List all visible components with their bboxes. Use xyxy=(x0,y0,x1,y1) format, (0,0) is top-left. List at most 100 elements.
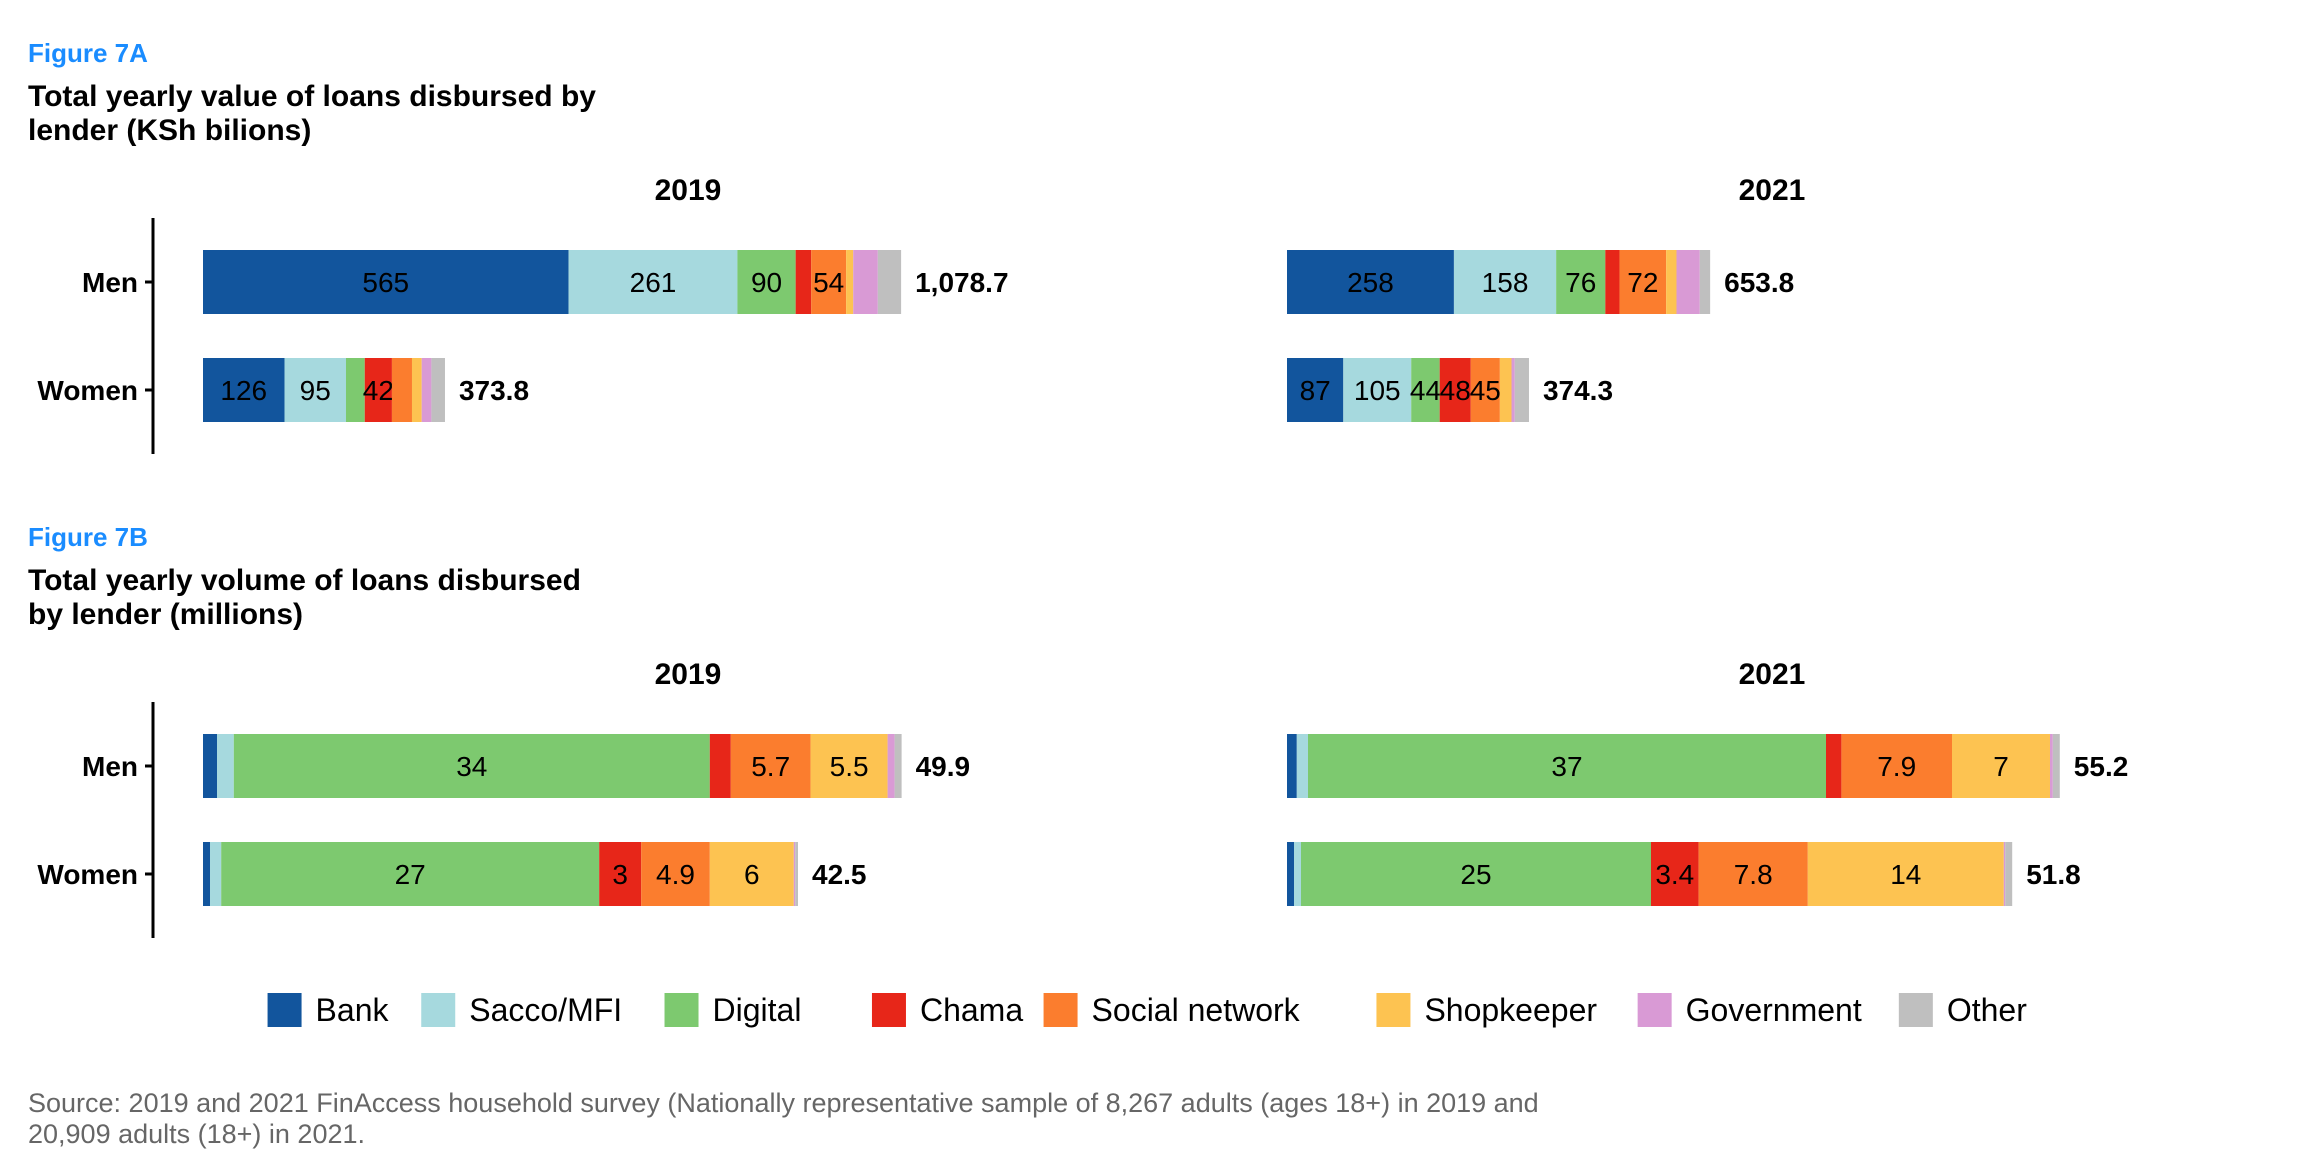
category-label-women: Women xyxy=(37,859,138,890)
legend-label: Digital xyxy=(713,992,802,1028)
panel-figure-7a: Figure 7A Total yearly value of loans dis… xyxy=(28,38,1805,454)
total-label: 653.8 xyxy=(1724,267,1794,298)
bar-men: 258 158 76 72 653.8 xyxy=(1287,250,1794,314)
bar-segment-government xyxy=(887,734,895,798)
data-label: 76 xyxy=(1565,267,1596,298)
chart-title-line-2: lender (KSh bilions) xyxy=(28,114,311,147)
data-label: 5.5 xyxy=(830,751,869,782)
source-line-1: Source: 2019 and 2021 FinAccess househol… xyxy=(28,1088,1539,1118)
total-label: 374.3 xyxy=(1543,375,1613,406)
bar-segment-bank xyxy=(203,250,569,314)
total-label: 51.8 xyxy=(2026,859,2081,890)
bar-women: 27 3 4.9 6 42.5 xyxy=(203,842,867,906)
legend-item-government: Government xyxy=(1637,992,1862,1028)
legend-swatch xyxy=(1043,993,1078,1027)
legend-swatch xyxy=(267,993,302,1027)
total-label: 1,078.7 xyxy=(915,267,1008,298)
chart-title-line-2: by lender (millions) xyxy=(28,598,303,631)
data-label: 158 xyxy=(1482,267,1529,298)
bar-segment-other xyxy=(1514,358,1529,422)
bar-segment-sacco-mfi xyxy=(568,250,738,314)
legend-label: Government xyxy=(1686,992,1862,1028)
bar-segment-chama xyxy=(1439,358,1471,422)
data-label: 37 xyxy=(1551,751,1582,782)
legend-item-chama: Chama xyxy=(871,992,1023,1028)
bar-men: 34 5.7 5.5 49.9 xyxy=(203,734,970,798)
legend-label: Chama xyxy=(920,992,1023,1028)
bar-men: 565 261 90 54 1,078.7 xyxy=(203,250,1009,314)
data-label: 3 xyxy=(612,859,628,890)
bar-segment-sacco-mfi xyxy=(1453,250,1557,314)
legend-swatch xyxy=(871,993,906,1027)
bar-segment-government xyxy=(1511,358,1515,422)
data-label: 95 xyxy=(300,375,331,406)
bar-segment-government xyxy=(1676,250,1700,314)
data-label: 14 xyxy=(1890,859,1921,890)
bar-segment-shopkeeper xyxy=(411,358,422,422)
data-label: 126 xyxy=(220,375,267,406)
legend-item-shopkeeper: Shopkeeper xyxy=(1376,992,1597,1028)
bar-segment-chama xyxy=(709,734,731,798)
legend-swatch xyxy=(1637,993,1672,1027)
bar-segment-other xyxy=(1699,250,1711,314)
bar-segment-bank xyxy=(1287,250,1454,314)
bar-segment-other xyxy=(894,734,902,798)
bar-segment-sacco-mfi xyxy=(284,358,346,422)
bar-women: 126 95 42 373.8 xyxy=(203,358,529,422)
bar-segment-government xyxy=(2050,734,2053,798)
bar-segment-social-network xyxy=(1470,358,1500,422)
bar-segment-government xyxy=(853,250,878,314)
bar-segment-bank xyxy=(203,358,285,422)
bar-segment-chama xyxy=(364,358,392,422)
legend-item-digital: Digital xyxy=(664,992,802,1028)
bar-segment-government xyxy=(421,358,432,422)
legend-swatch xyxy=(421,993,456,1027)
chart-panels: Figure 7A Total yearly value of loans dis… xyxy=(28,38,2128,938)
bar-segment-digital xyxy=(233,734,710,798)
data-label: 45 xyxy=(1470,375,1501,406)
figure-label: Figure 7B xyxy=(28,522,148,552)
data-label: 44 xyxy=(1410,375,1441,406)
data-label: 7.9 xyxy=(1877,751,1916,782)
data-label: 258 xyxy=(1347,267,1394,298)
bar-segment-shopkeeper xyxy=(1666,250,1677,314)
bar-segment-shopkeeper xyxy=(709,842,794,906)
data-label: 48 xyxy=(1440,375,1471,406)
bar-segment-social-network xyxy=(641,842,710,906)
bar-segment-bank xyxy=(1287,358,1344,422)
bar-segment-digital xyxy=(1301,842,1651,906)
facet-title: 2019 xyxy=(655,658,722,691)
bar-segment-chama xyxy=(1826,734,1842,798)
bar-segment-bank xyxy=(203,842,210,906)
bar-segment-digital xyxy=(221,842,600,906)
data-label: 4.9 xyxy=(656,859,695,890)
bar-segment-chama xyxy=(599,842,642,906)
bar-segment-chama xyxy=(1651,842,1699,906)
total-label: 55.2 xyxy=(2074,751,2129,782)
data-label: 7.8 xyxy=(1734,859,1773,890)
figure-label: Figure 7A xyxy=(28,38,148,68)
chart-title-line-1: Total yearly volume of loans disbursed xyxy=(28,564,581,597)
bar-segment-social-network xyxy=(811,250,847,314)
bar-segment-sacco-mfi xyxy=(217,734,234,798)
bar-segment-social-network xyxy=(1841,734,1952,798)
facet-title: 2021 xyxy=(1739,658,1806,691)
data-label: 90 xyxy=(751,267,782,298)
bar-segment-digital xyxy=(345,358,365,422)
bar-segment-digital xyxy=(1556,250,1606,314)
bar-segment-shopkeeper xyxy=(846,250,854,314)
data-label: 565 xyxy=(362,267,409,298)
bar-segment-social-network xyxy=(730,734,811,798)
legend-item-bank: Bank xyxy=(267,992,389,1028)
bar-segment-sacco-mfi xyxy=(1343,358,1412,422)
bar-segment-shopkeeper xyxy=(810,734,888,798)
bar-segment-sacco-mfi xyxy=(210,842,222,906)
total-label: 373.8 xyxy=(459,375,529,406)
bar-segment-digital xyxy=(737,250,796,314)
data-label: 54 xyxy=(813,267,844,298)
bar-segment-bank xyxy=(1287,842,1294,906)
facet-title: 2019 xyxy=(655,174,722,207)
data-label: 72 xyxy=(1627,267,1658,298)
chart-title-line-1: Total yearly value of loans disbursed by xyxy=(28,80,596,113)
